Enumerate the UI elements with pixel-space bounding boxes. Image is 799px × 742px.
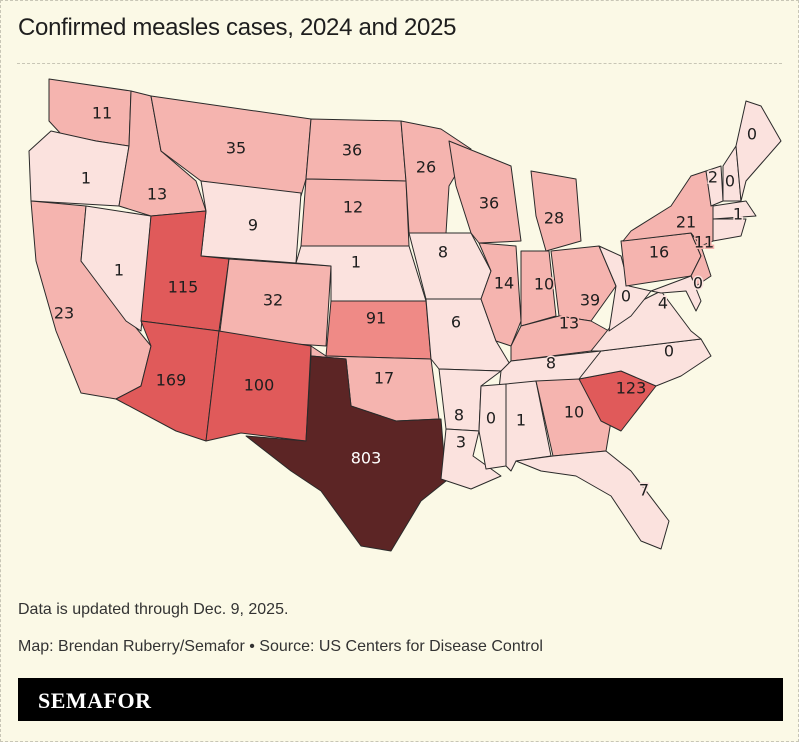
state-value-label-new-york: 21 — [676, 213, 696, 232]
state-value-label-kentucky: 13 — [559, 314, 579, 333]
state-value-label-minnesota: 26 — [416, 158, 436, 177]
state-value-label-washington: 11 — [92, 104, 112, 123]
semafor-logo: SEMAFOR — [38, 688, 152, 713]
state-value-label-south-dakota: 12 — [343, 198, 363, 217]
divider — [17, 63, 782, 64]
state-massachusetts — [712, 200, 757, 220]
state-value-label-utah: 115 — [168, 278, 199, 297]
state-value-label-west-virginia: 0 — [621, 287, 631, 306]
state-value-label-massachusetts: 1 — [733, 205, 743, 224]
brand-bar: SEMAFOR — [18, 678, 783, 721]
state-value-label-maryland: 0 — [693, 274, 703, 293]
state-value-label-mississippi: 0 — [486, 409, 496, 428]
state-texas — [245, 355, 447, 552]
state-value-label-missouri: 6 — [451, 313, 461, 332]
state-west-virginia — [598, 245, 652, 332]
state-value-label-new-hampshire: 0 — [725, 172, 735, 191]
state-nevada — [80, 205, 152, 332]
state-value-label-vermont: 2 — [708, 168, 718, 187]
state-value-label-kansas: 91 — [366, 309, 386, 328]
state-new-york — [622, 170, 714, 247]
state-value-label-texas: 803 — [351, 449, 382, 468]
state-value-label-louisiana: 3 — [456, 433, 466, 452]
state-florida — [515, 450, 670, 550]
state-maine — [735, 100, 782, 202]
source-credit: Map: Brendan Ruberry/Semafor • Source: U… — [18, 638, 543, 655]
state-value-label-florida: 7 — [639, 481, 649, 500]
state-ohio — [550, 245, 617, 322]
state-value-label-new-jersey: 11 — [694, 233, 714, 252]
state-value-label-illinois: 14 — [494, 274, 514, 293]
state-colorado — [218, 258, 332, 347]
state-value-label-michigan: 28 — [544, 209, 564, 228]
state-mississippi — [478, 383, 507, 470]
state-north-carolina — [578, 338, 712, 387]
state-value-label-montana: 35 — [226, 139, 246, 158]
state-value-label-wyoming: 9 — [248, 216, 258, 235]
state-michigan — [530, 170, 582, 252]
state-illinois — [478, 242, 522, 347]
state-indiana — [520, 250, 557, 327]
state-value-label-indiana: 10 — [534, 275, 554, 294]
state-new-jersey — [690, 232, 712, 287]
state-value-label-oklahoma: 17 — [374, 369, 394, 388]
state-value-label-maine: 0 — [747, 125, 757, 144]
state-value-label-north-carolina: 0 — [664, 342, 674, 361]
state-value-label-south-carolina: 123 — [616, 379, 647, 398]
state-value-label-alabama: 1 — [516, 411, 526, 430]
state-value-label-georgia: 10 — [564, 403, 584, 422]
map-title: Confirmed measles cases, 2024 and 2025 — [18, 14, 457, 41]
state-value-label-arkansas: 8 — [454, 406, 464, 425]
state-value-label-new-mexico: 100 — [244, 376, 275, 395]
state-value-label-nevada: 1 — [114, 261, 124, 280]
state-value-label-ohio: 39 — [580, 291, 600, 310]
state-maryland — [650, 275, 702, 312]
state-value-label-north-dakota: 36 — [342, 141, 362, 160]
state-value-label-pennsylvania: 16 — [649, 243, 669, 262]
state-value-label-nebraska: 1 — [351, 253, 361, 272]
state-value-label-oregon: 1 — [81, 169, 91, 188]
state-value-label-iowa: 8 — [438, 243, 448, 262]
state-value-label-california: 23 — [54, 304, 74, 323]
state-value-label-arizona: 169 — [156, 371, 187, 390]
state-value-label-colorado: 32 — [263, 291, 283, 310]
state-value-label-wisconsin: 36 — [479, 194, 499, 213]
state-wyoming — [200, 180, 302, 264]
data-note: Data is updated through Dec. 9, 2025. — [18, 601, 289, 618]
state-new-mexico — [205, 330, 312, 442]
state-value-label-virginia: 4 — [658, 294, 668, 313]
state-value-label-tennessee: 8 — [546, 354, 556, 373]
state-wisconsin — [448, 140, 522, 244]
state-value-label-idaho: 13 — [147, 185, 167, 204]
